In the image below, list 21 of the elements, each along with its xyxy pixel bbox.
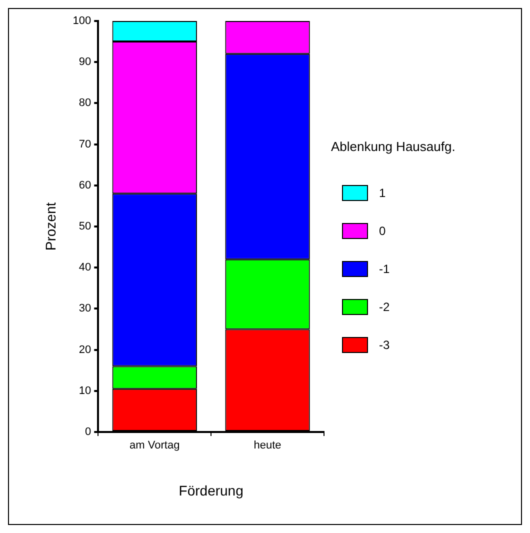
x-axis-title: Förderung [178,482,244,498]
legend-label: -1 [379,262,390,276]
y-tick-label: 50 [78,220,92,233]
y-tick-label: 40 [78,262,92,274]
y-tick-label: 90 [78,56,92,68]
legend-title: Ablenkung Hausaufg. [331,139,456,154]
y-tick-label: 80 [78,97,92,110]
y-tick-label: 30 [78,302,92,315]
y-tick-label: 60 [78,179,92,192]
x-tick-label: heute [254,440,282,452]
legend-label: 0 [379,224,386,238]
x-tick-label: am Vortag [130,440,180,452]
y-tick-label: 0 [85,426,92,438]
y-tick-label: 20 [78,344,92,356]
legend-label: -3 [379,338,390,352]
y-tick-label: 10 [78,384,92,397]
y-axis-title: Prozent [42,202,58,251]
legend-label: 1 [379,186,386,200]
legend-label: -2 [379,300,390,314]
y-tick-label: 100 [72,15,92,28]
y-tick-label: 70 [78,138,92,150]
